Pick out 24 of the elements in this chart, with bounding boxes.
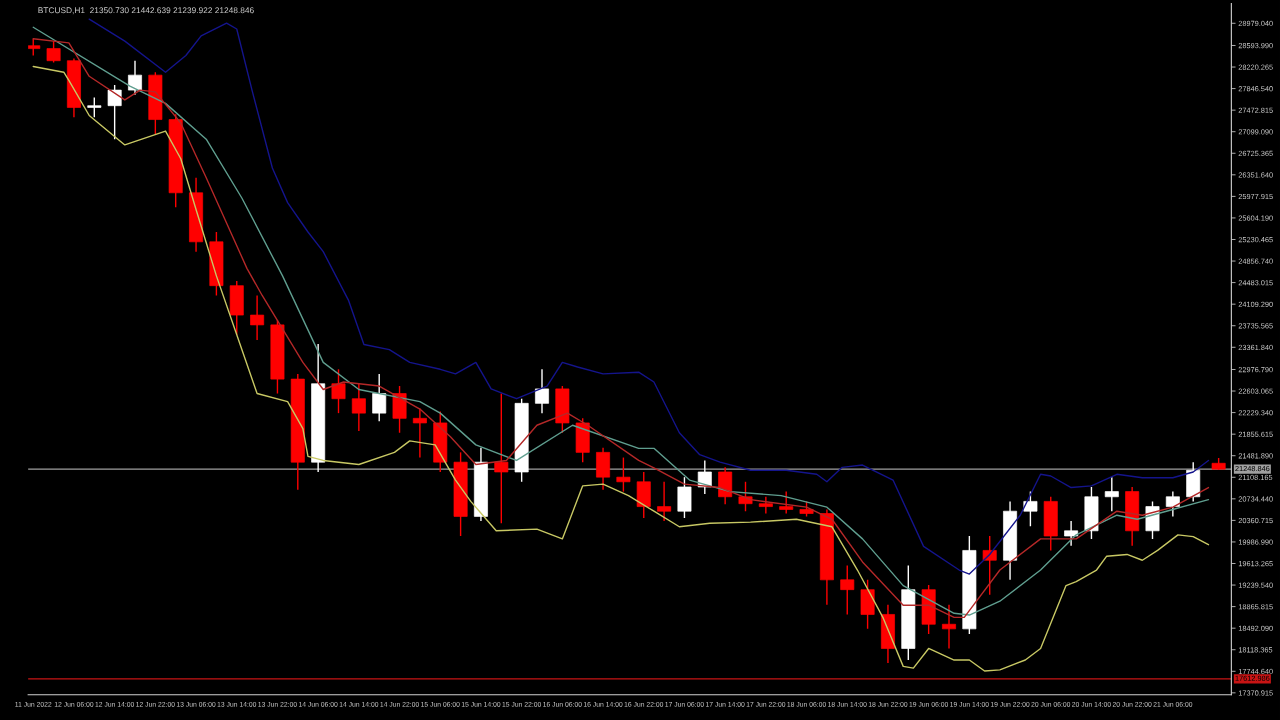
candlestick [1023,490,1038,527]
candlestick [372,373,387,422]
candlestick [250,294,265,341]
candlestick [758,496,773,515]
candlestick [46,40,61,64]
chart-title: BTCUSD,H1 21350.730 21442.639 21239.922 21248.846 [38,7,254,15]
candlestick [331,368,346,414]
candlestick [779,490,794,515]
candlestick [657,481,672,522]
candlestick [494,392,509,525]
candlestick [351,383,366,432]
candlestick [87,96,102,118]
candlestick [107,84,122,140]
candlestick [535,368,549,414]
candlestick [1104,476,1119,512]
candlestick [1064,520,1079,547]
candlestick [1165,490,1180,518]
candlestick [616,456,631,493]
candlestick [128,60,142,96]
candlestick [982,535,997,596]
candlestick [412,407,427,459]
candlestick [942,603,956,650]
candlestick [738,481,753,512]
candlestick [840,564,855,616]
